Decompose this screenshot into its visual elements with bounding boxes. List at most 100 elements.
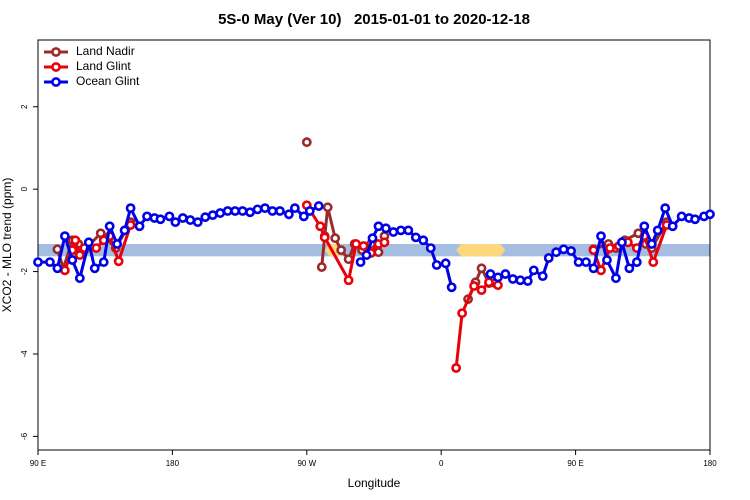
point (403, 225, 414, 236)
point (355, 257, 366, 268)
point (476, 285, 487, 296)
point (381, 223, 391, 234)
x-tick-label: 180 (703, 459, 717, 468)
point (581, 257, 591, 268)
point (690, 214, 700, 225)
point (425, 243, 436, 253)
point (125, 203, 136, 214)
point (134, 221, 145, 232)
point (605, 243, 615, 253)
point (551, 247, 562, 258)
point (484, 277, 494, 288)
point (440, 258, 451, 269)
x-tick-label: 90 E (30, 459, 46, 468)
point (624, 263, 635, 274)
point (74, 273, 85, 284)
point (59, 265, 70, 276)
point (451, 363, 462, 373)
point (367, 233, 378, 244)
legend-marker (51, 62, 61, 72)
point (170, 217, 181, 228)
point (313, 201, 324, 211)
legend-marker (51, 77, 61, 87)
point (52, 263, 63, 274)
point (322, 202, 333, 213)
point (33, 257, 43, 268)
point (177, 213, 188, 223)
point (537, 271, 548, 282)
point (215, 208, 226, 218)
point (596, 231, 606, 242)
point (676, 211, 687, 222)
point (343, 275, 354, 286)
point (596, 265, 606, 276)
point (83, 237, 94, 248)
point (410, 232, 421, 243)
point (252, 204, 263, 215)
point (500, 269, 511, 279)
point (515, 275, 526, 286)
x-tick-label: 90 E (567, 459, 583, 468)
point (200, 212, 211, 223)
legend-label: Ocean Glint (76, 74, 140, 88)
point (207, 210, 218, 221)
legend-label: Land Nadir (76, 44, 135, 58)
point (705, 209, 715, 220)
point (611, 273, 621, 284)
point (267, 206, 278, 216)
point (358, 241, 369, 251)
point (566, 246, 577, 256)
y-tick-label: -4 (20, 350, 29, 358)
point (89, 263, 100, 274)
point (91, 243, 102, 253)
point (98, 257, 109, 268)
x-tick-label: 180 (166, 459, 180, 468)
point (476, 263, 487, 274)
point (493, 280, 503, 291)
point (660, 203, 671, 214)
point (602, 255, 612, 265)
point (485, 269, 496, 279)
point (237, 206, 248, 216)
point (112, 239, 123, 249)
point (431, 260, 442, 270)
point (104, 221, 115, 232)
point (289, 203, 300, 214)
point (493, 272, 503, 283)
point (631, 257, 642, 268)
point (275, 206, 285, 216)
point (192, 217, 203, 228)
point (222, 206, 233, 216)
x-tick-label: 90 W (297, 459, 316, 468)
point (298, 211, 309, 222)
point (507, 274, 518, 284)
point (446, 282, 457, 293)
highlight (456, 243, 506, 257)
point (646, 239, 657, 249)
point (330, 233, 341, 244)
point (70, 235, 81, 246)
point (316, 262, 327, 272)
point (59, 231, 70, 242)
point (379, 237, 390, 248)
point (185, 215, 196, 225)
point (230, 206, 241, 216)
point (667, 221, 678, 232)
point (361, 250, 372, 260)
point (319, 232, 330, 243)
point (388, 227, 399, 237)
point (528, 265, 539, 276)
point (616, 237, 627, 248)
point (652, 225, 663, 236)
point (155, 214, 166, 225)
point (418, 235, 429, 246)
point (373, 247, 384, 258)
point (119, 225, 130, 236)
legend-label: Land Glint (76, 59, 131, 73)
point (469, 281, 479, 291)
plot-frame (37, 39, 711, 451)
point (260, 203, 270, 214)
y-tick-label: 0 (20, 186, 29, 191)
point (639, 221, 650, 232)
